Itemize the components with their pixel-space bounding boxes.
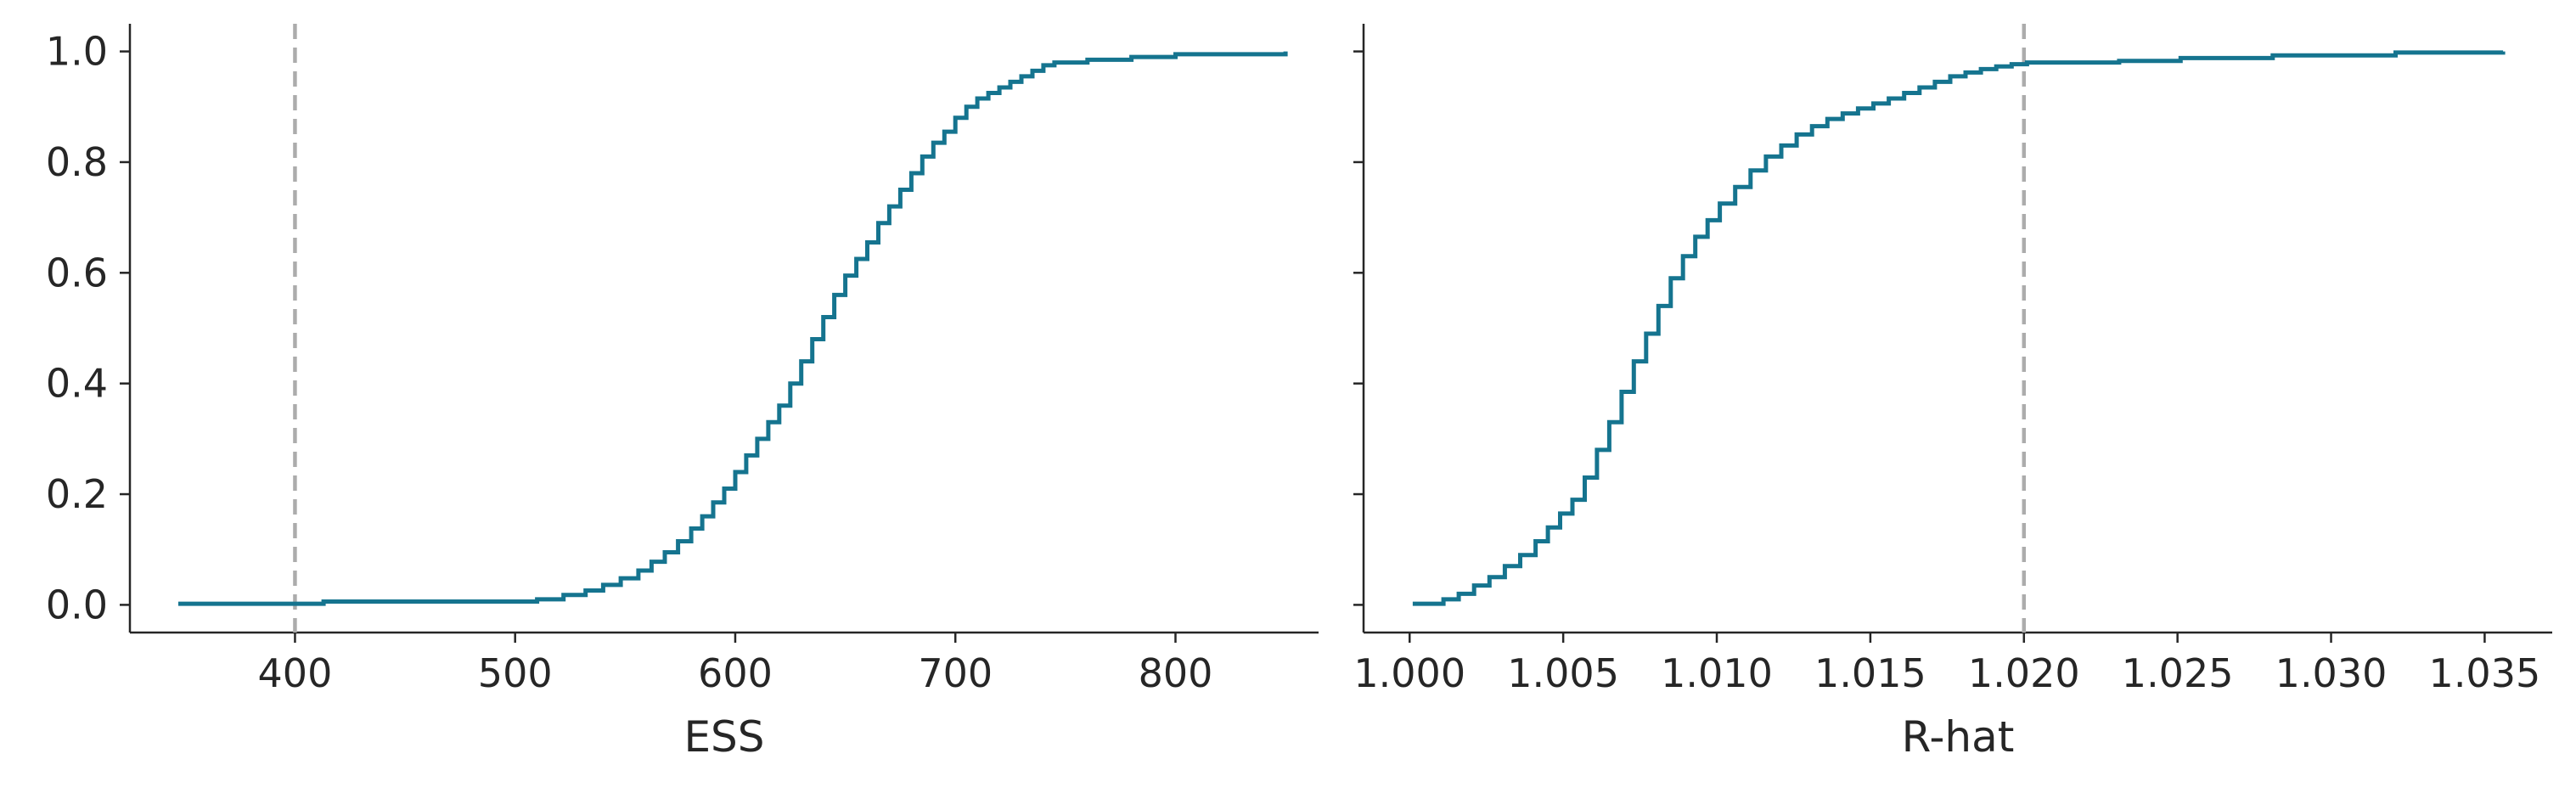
ess-x-tick-label: 500 (478, 650, 553, 696)
rhat-ecdf-panel: 1.000 1.005 1.010 1.015 1.020 1.025 1.030 1.035… (1353, 24, 2552, 762)
ess-ecdf-panel: 0.0 0.2 0.4 0.6 0.8 1.0 400 500 600 700 800 ESS (46, 24, 1319, 762)
rhat-x-tick-label: 1.015 (1814, 650, 1926, 696)
rhat-x-tick-label: 1.005 (1507, 650, 1619, 696)
ess-x-tick-label: 600 (698, 650, 773, 696)
rhat-x-tick-label: 1.030 (2275, 650, 2388, 696)
ess-x-tick-label: 400 (258, 650, 333, 696)
rhat-x-tick-label: 1.035 (2429, 650, 2541, 696)
ess-y-tick-label: 0.2 (46, 471, 108, 517)
ess-y-tick-label: 0.6 (46, 250, 108, 295)
rhat-x-tick-label: 1.010 (1661, 650, 1773, 696)
ess-y-tick-label: 0.4 (46, 361, 108, 407)
rhat-x-axis-label: R-hat (1902, 712, 2015, 762)
ess-y-tick-label: 0.0 (46, 582, 108, 627)
ess-y-tick-label: 0.8 (46, 139, 108, 185)
ess-x-tick-label: 700 (918, 650, 993, 696)
rhat-ecdf-line (1412, 50, 2506, 606)
rhat-x-tick-label: 1.025 (2122, 650, 2234, 696)
rhat-x-tick-label: 1.020 (1968, 650, 2080, 696)
ess-x-tick-label: 800 (1139, 650, 1213, 696)
ess-ecdf-line (178, 51, 1288, 606)
rhat-x-tick-label: 1.000 (1353, 650, 1465, 696)
ess-x-axis-label: ESS (683, 712, 764, 762)
ess-y-tick-label: 1.0 (46, 29, 108, 75)
